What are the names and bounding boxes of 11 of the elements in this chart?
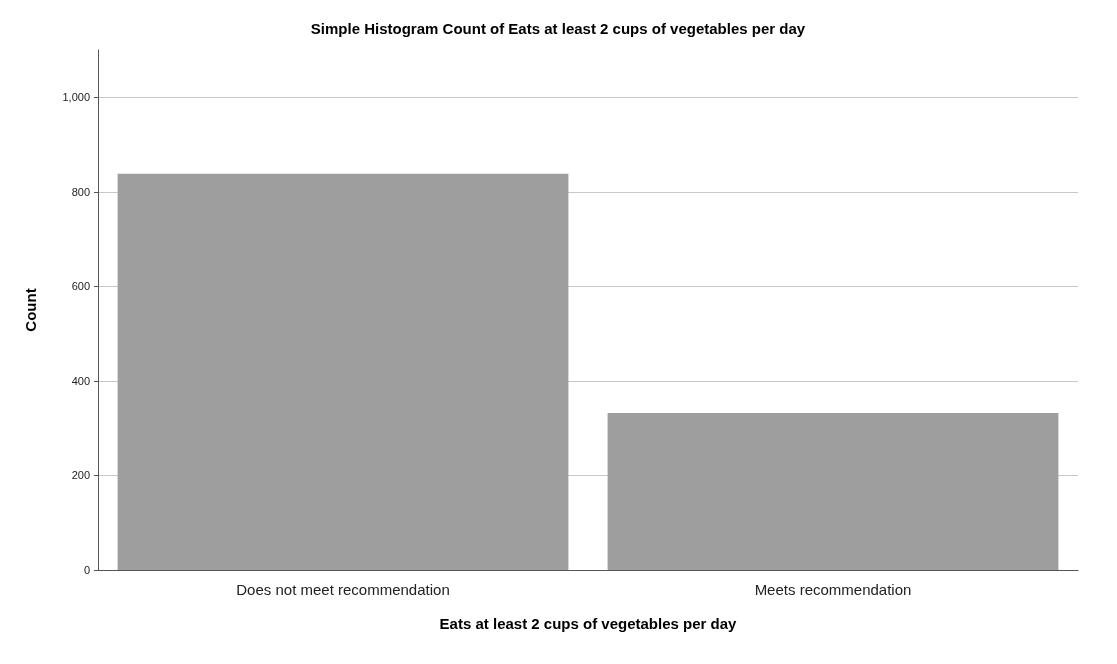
x-tick-label: Meets recommendation <box>754 581 912 598</box>
y-tick-label: 0 <box>83 564 90 576</box>
y-axis-title: Count <box>22 288 39 332</box>
x-tick-label: Does not meet recommendation <box>236 581 450 598</box>
y-tick-label: 800 <box>71 185 90 198</box>
y-tick-label: 600 <box>71 280 90 293</box>
chart-title: Simple Histogram Count of Eats at least 2 cups of vegetables per day <box>310 20 806 37</box>
y-tick-label: 200 <box>71 469 90 482</box>
y-tick-label: 400 <box>71 374 90 387</box>
x-axis-title: Eats at least 2 cups of vegetables per day <box>439 615 738 632</box>
y-tick-label: 1,000 <box>62 91 90 104</box>
